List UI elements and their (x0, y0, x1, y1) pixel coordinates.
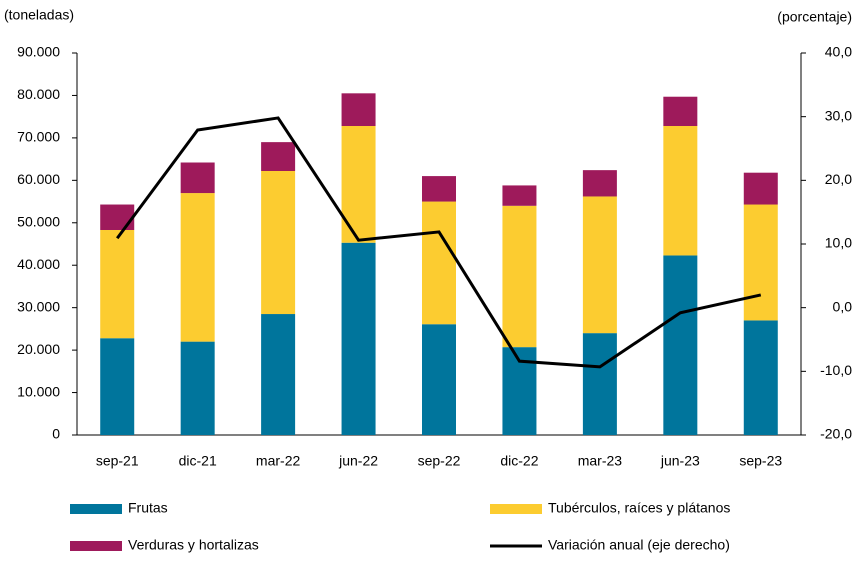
y-tick-label: 30.000 (17, 298, 60, 314)
line-series (116, 116, 762, 369)
bar-segment (180, 341, 215, 435)
y-tick-label: 20.000 (17, 341, 60, 357)
y2-tick-label: 20,0 (825, 171, 852, 187)
legend-label: Tubérculos, raíces y plátanos (548, 500, 730, 516)
x-tick-label: sep-22 (418, 453, 461, 469)
bar-segment (582, 196, 617, 334)
y-tick-label: 60.000 (17, 171, 60, 187)
bar-segment (422, 324, 456, 435)
y2-tick-label: 30,0 (825, 107, 852, 123)
y-tick-label: 40.000 (17, 256, 60, 272)
x-tick-label: mar-23 (578, 453, 623, 469)
legend-label: Variación anual (eje derecho) (548, 537, 730, 553)
y2-axis-title: (porcentaje) (777, 9, 852, 25)
legend-label: Verduras y hortalizas (128, 537, 259, 553)
x-tick-label: dic-21 (179, 453, 217, 469)
bar-segment (180, 162, 215, 194)
bar-segment (261, 314, 296, 435)
bar-segment (422, 201, 456, 325)
bar-segment (743, 172, 778, 205)
y-tick-label: 90.000 (17, 44, 60, 60)
bar-segment (743, 320, 778, 435)
bar-segment (663, 96, 698, 127)
y2-tick-label: -10,0 (820, 362, 852, 378)
bar-segment (582, 170, 617, 197)
bar-segment (663, 126, 698, 256)
bar-segment (743, 204, 778, 321)
bar-segment (582, 333, 617, 435)
bar-segment (100, 204, 135, 230)
y-tick-label: 80.000 (17, 86, 60, 102)
x-tick-label: dic-22 (500, 453, 538, 469)
bar-segment (100, 229, 135, 339)
bar-segment (341, 242, 376, 435)
y-tick-label: 70.000 (17, 129, 60, 145)
x-tick-label: jun-22 (338, 453, 378, 469)
y-tick-label: 50.000 (17, 213, 60, 229)
y2-tick-label: 10,0 (825, 235, 852, 251)
bar-segment (180, 193, 215, 342)
bar-segment (502, 185, 537, 206)
bar-segment (261, 142, 296, 171)
legend-swatch (490, 504, 542, 514)
x-tick-label: sep-21 (96, 453, 139, 469)
y2-tick-label: 0,0 (833, 298, 853, 314)
y2-tick-label: -20,0 (820, 426, 852, 442)
y-axis-title: (toneladas) (4, 7, 74, 23)
x-tick-label: jun-23 (660, 453, 700, 469)
legend-swatch (70, 541, 122, 551)
x-tick-label: sep-23 (739, 453, 782, 469)
legend-label: Frutas (128, 500, 168, 516)
x-tick-label: mar-22 (256, 453, 301, 469)
bar-segment (341, 126, 376, 243)
bar-segment (341, 93, 376, 127)
bar-segment (100, 338, 135, 435)
legend-swatch (70, 504, 122, 514)
bar-segment (502, 205, 537, 348)
bar-segment (422, 176, 456, 202)
y2-tick-label: 40,0 (825, 44, 852, 60)
bar-segment (663, 255, 698, 435)
bar-segment (261, 170, 296, 315)
y-tick-label: 0 (52, 426, 60, 442)
y-tick-label: 10.000 (17, 383, 60, 399)
